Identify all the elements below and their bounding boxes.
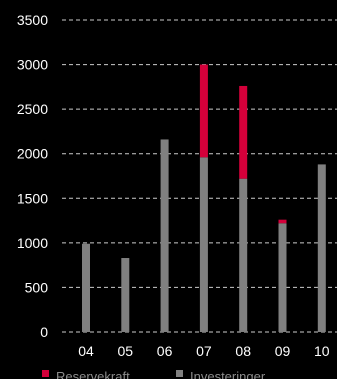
y-tick-label-0: 0: [40, 324, 48, 340]
y-tick-label-1000: 1000: [17, 235, 48, 251]
legend: Reservekraft Investeringer: [42, 369, 266, 379]
bar-investeringer-04: [82, 243, 90, 332]
x-tick-label-04: 04: [78, 343, 94, 359]
bar-reservekraft-09: [278, 219, 287, 224]
legend-label-reservekraft: Reservekraft: [56, 369, 130, 379]
gridlines: [62, 19, 337, 333]
bars: [82, 64, 326, 332]
y-tick-label-3500: 3500: [17, 12, 48, 28]
x-axis-tick-labels: 04 05 06 07 08 09 10: [78, 343, 330, 359]
legend-label-investeringer: Investeringer: [190, 369, 266, 379]
y-axis-tick-labels: 0 500 1000 1500 2000 2500 3000 3500: [17, 12, 48, 340]
bar-investeringer-08: [239, 178, 248, 332]
y-tick-label-2500: 2500: [17, 101, 48, 117]
y-tick-label-1500: 1500: [17, 190, 48, 206]
bar-investeringer-06: [160, 139, 169, 332]
x-tick-label-09: 09: [275, 343, 291, 359]
bar-reservekraft-08: [239, 85, 248, 179]
bar-investeringer-10: [317, 164, 326, 332]
x-tick-label-07: 07: [196, 343, 212, 359]
y-tick-label-2000: 2000: [17, 146, 48, 162]
legend-swatch-reservekraft: [42, 370, 49, 377]
x-tick-label-05: 05: [118, 343, 134, 359]
bar-reservekraft-07: [199, 64, 208, 158]
x-tick-label-08: 08: [235, 343, 251, 359]
legend-swatch-investeringer: [176, 370, 183, 377]
bar-investeringer-05: [121, 258, 130, 332]
y-tick-label-3000: 3000: [17, 57, 48, 73]
bar-investeringer-09: [278, 223, 287, 332]
x-tick-label-06: 06: [157, 343, 173, 359]
x-tick-label-10: 10: [314, 343, 330, 359]
y-tick-label-500: 500: [25, 279, 49, 295]
bar-investeringer-07: [199, 157, 208, 332]
